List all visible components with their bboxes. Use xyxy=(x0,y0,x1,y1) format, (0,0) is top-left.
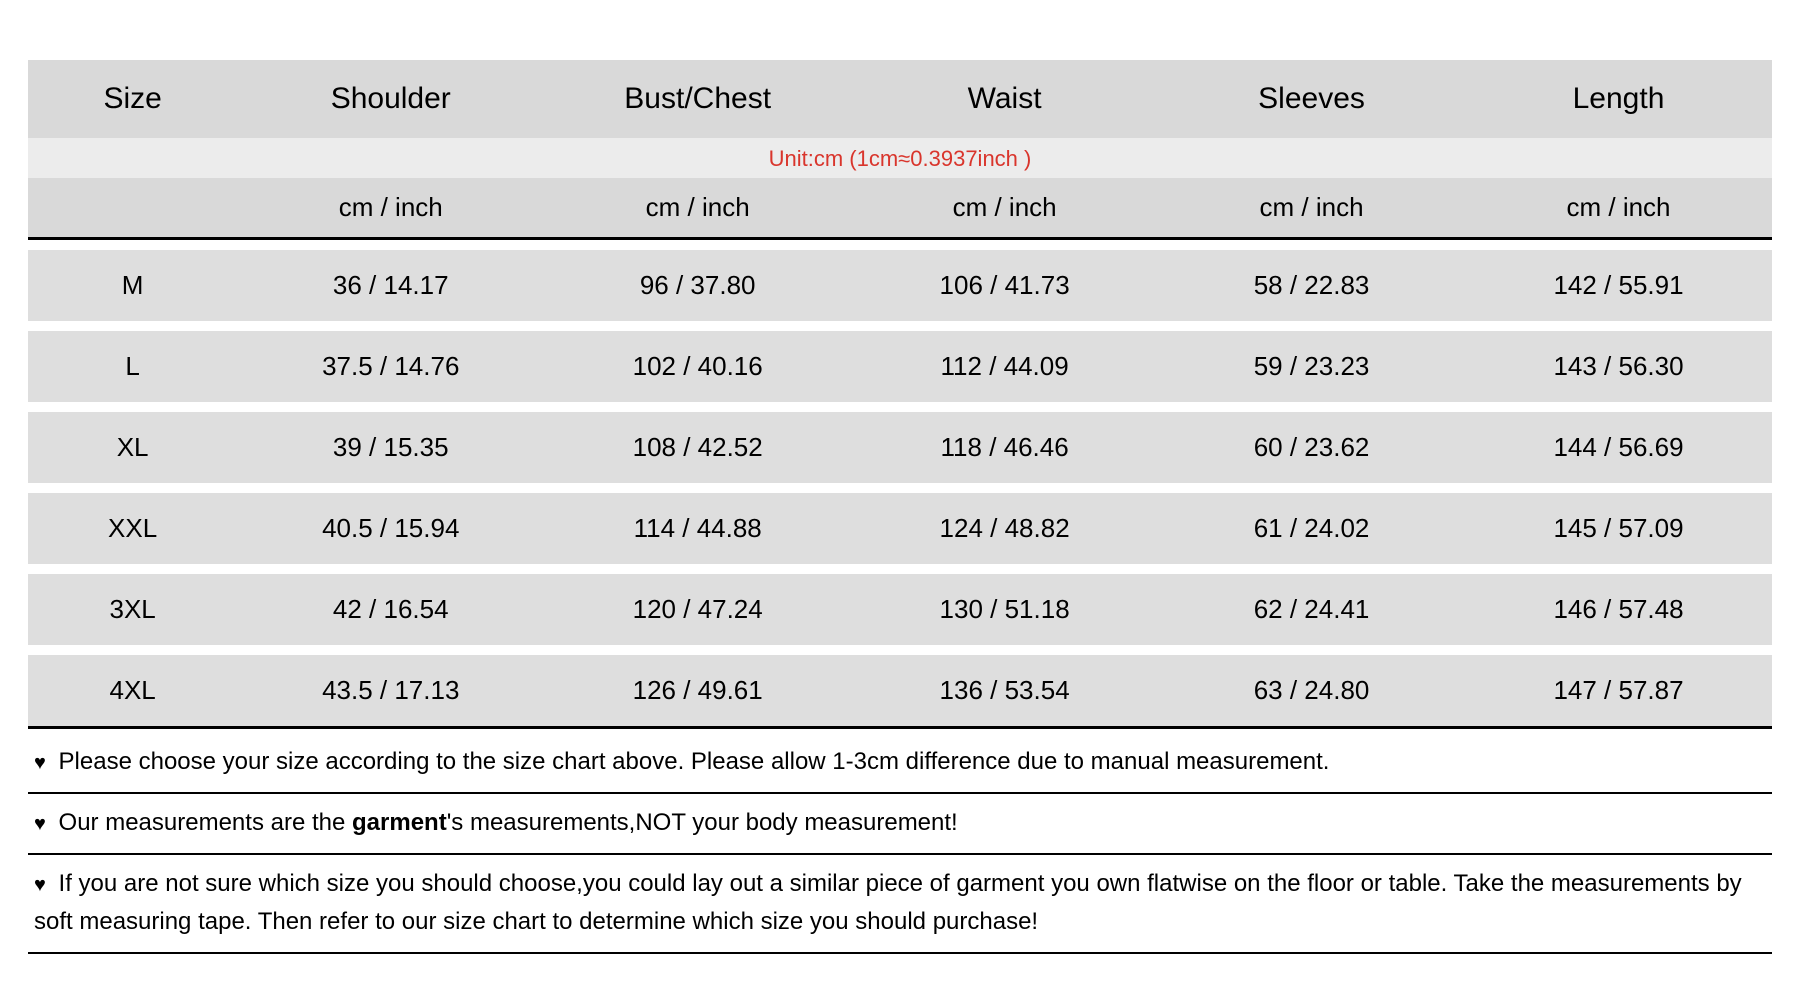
subheader-blank xyxy=(28,178,237,239)
cell-length: 147 / 57.87 xyxy=(1465,655,1772,728)
subheader-bust: cm / inch xyxy=(544,178,851,239)
cell-waist: 112 / 44.09 xyxy=(851,331,1158,402)
note-text: If you are not sure which size you shoul… xyxy=(34,870,1742,934)
cell-sleeves: 61 / 24.02 xyxy=(1158,493,1465,564)
size-chart-table: Size Shoulder Bust/Chest Waist Sleeves L… xyxy=(28,60,1772,729)
subheader-sleeves: cm / inch xyxy=(1158,178,1465,239)
cell-size: XL xyxy=(28,412,237,483)
cell-length: 142 / 55.91 xyxy=(1465,250,1772,321)
cell-sleeves: 59 / 23.23 xyxy=(1158,331,1465,402)
cell-shoulder: 37.5 / 14.76 xyxy=(237,331,544,402)
cell-sleeves: 63 / 24.80 xyxy=(1158,655,1465,728)
col-waist: Waist xyxy=(851,60,1158,138)
heart-icon: ♥ xyxy=(34,874,46,896)
heart-icon: ♥ xyxy=(34,813,46,835)
cell-shoulder: 39 / 15.35 xyxy=(237,412,544,483)
note-line: ♥ Our measurements are the garment's mea… xyxy=(28,794,1772,855)
cell-waist: 106 / 41.73 xyxy=(851,250,1158,321)
note-text: Our measurements are the xyxy=(52,809,352,836)
col-length: Length xyxy=(1465,60,1772,138)
subheader-shoulder: cm / inch xyxy=(237,178,544,239)
cell-waist: 130 / 51.18 xyxy=(851,574,1158,645)
cell-size: 4XL xyxy=(28,655,237,728)
note-bold: garment xyxy=(352,809,447,836)
note-text: 's measurements,NOT your body measuremen… xyxy=(447,809,958,836)
cell-bust: 96 / 37.80 xyxy=(544,250,851,321)
notes-section: ♥ Please choose your size according to t… xyxy=(28,733,1772,954)
note-text: Please choose your size according to the… xyxy=(52,748,1330,775)
cell-bust: 108 / 42.52 xyxy=(544,412,851,483)
table-row: L 37.5 / 14.76 102 / 40.16 112 / 44.09 5… xyxy=(28,331,1772,402)
col-bust: Bust/Chest xyxy=(544,60,851,138)
heart-icon: ♥ xyxy=(34,752,46,774)
cell-length: 145 / 57.09 xyxy=(1465,493,1772,564)
cell-sleeves: 62 / 24.41 xyxy=(1158,574,1465,645)
table-header-row: Size Shoulder Bust/Chest Waist Sleeves L… xyxy=(28,60,1772,138)
table-row: 3XL 42 / 16.54 120 / 47.24 130 / 51.18 6… xyxy=(28,574,1772,645)
cell-waist: 124 / 48.82 xyxy=(851,493,1158,564)
cell-size: L xyxy=(28,331,237,402)
cell-bust: 114 / 44.88 xyxy=(544,493,851,564)
note-line: ♥ If you are not sure which size you sho… xyxy=(28,855,1772,953)
cell-waist: 136 / 53.54 xyxy=(851,655,1158,728)
size-chart-container: Size Shoulder Bust/Chest Waist Sleeves L… xyxy=(0,0,1800,954)
col-size: Size xyxy=(28,60,237,138)
cell-shoulder: 36 / 14.17 xyxy=(237,250,544,321)
cell-length: 143 / 56.30 xyxy=(1465,331,1772,402)
cell-size: 3XL xyxy=(28,574,237,645)
cell-sleeves: 60 / 23.62 xyxy=(1158,412,1465,483)
table-row: XL 39 / 15.35 108 / 42.52 118 / 46.46 60… xyxy=(28,412,1772,483)
cell-length: 146 / 57.48 xyxy=(1465,574,1772,645)
table-row: 4XL 43.5 / 17.13 126 / 49.61 136 / 53.54… xyxy=(28,655,1772,728)
subheader-waist: cm / inch xyxy=(851,178,1158,239)
cell-shoulder: 40.5 / 15.94 xyxy=(237,493,544,564)
unit-note-row: Unit:cm (1cm≈0.3937inch ) xyxy=(28,138,1772,178)
cell-length: 144 / 56.69 xyxy=(1465,412,1772,483)
cell-bust: 102 / 40.16 xyxy=(544,331,851,402)
cell-size: M xyxy=(28,250,237,321)
subheader-row: cm / inch cm / inch cm / inch cm / inch … xyxy=(28,178,1772,239)
cell-sleeves: 58 / 22.83 xyxy=(1158,250,1465,321)
table-row: M 36 / 14.17 96 / 37.80 106 / 41.73 58 /… xyxy=(28,250,1772,321)
cell-waist: 118 / 46.46 xyxy=(851,412,1158,483)
unit-note: Unit:cm (1cm≈0.3937inch ) xyxy=(28,138,1772,178)
cell-shoulder: 42 / 16.54 xyxy=(237,574,544,645)
note-line: ♥ Please choose your size according to t… xyxy=(28,733,1772,794)
cell-size: XXL xyxy=(28,493,237,564)
col-sleeves: Sleeves xyxy=(1158,60,1465,138)
col-shoulder: Shoulder xyxy=(237,60,544,138)
subheader-length: cm / inch xyxy=(1465,178,1772,239)
cell-bust: 126 / 49.61 xyxy=(544,655,851,728)
table-row: XXL 40.5 / 15.94 114 / 44.88 124 / 48.82… xyxy=(28,493,1772,564)
cell-shoulder: 43.5 / 17.13 xyxy=(237,655,544,728)
cell-bust: 120 / 47.24 xyxy=(544,574,851,645)
